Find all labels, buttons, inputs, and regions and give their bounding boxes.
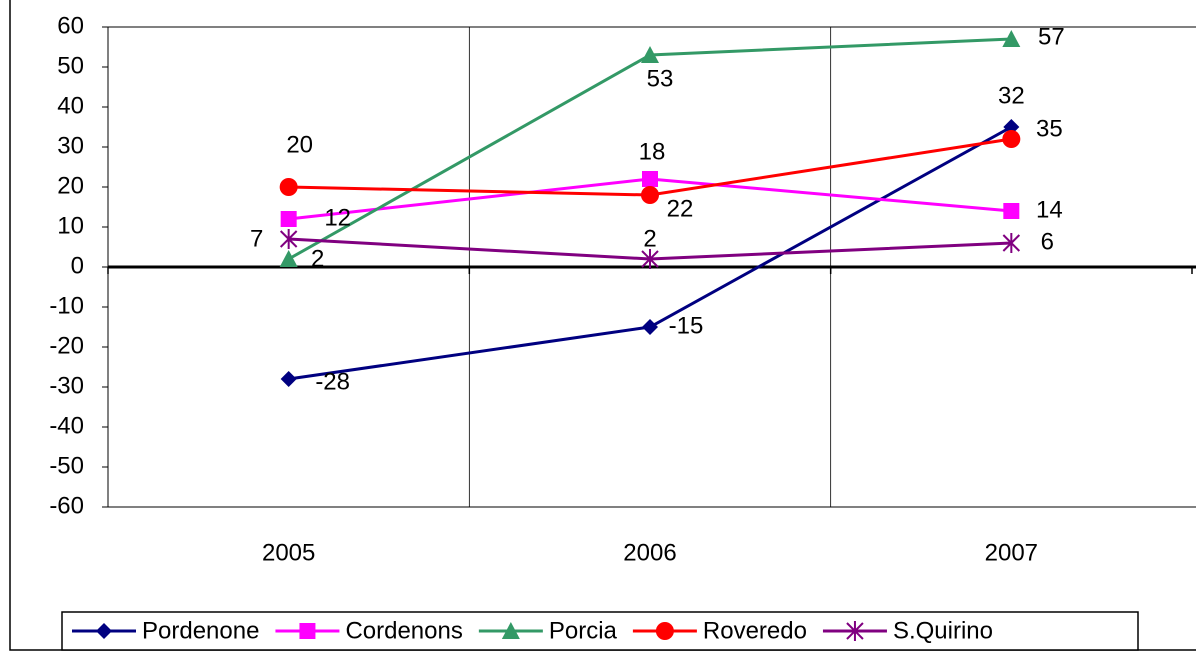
- marker: [642, 319, 658, 335]
- y-tick-label: 0: [71, 252, 84, 279]
- marker: [641, 46, 659, 63]
- y-tick-label: 60: [57, 12, 84, 39]
- y-tick-label: -30: [49, 372, 84, 399]
- y-tick-label: -40: [49, 412, 84, 439]
- data-label: 7: [250, 225, 263, 252]
- data-label: -15: [669, 312, 704, 339]
- marker: [279, 178, 298, 196]
- marker: [1002, 233, 1021, 253]
- data-label: 35: [1036, 115, 1063, 142]
- y-tick-label: -20: [49, 332, 84, 359]
- x-tick-label: 2005: [262, 539, 315, 566]
- y-tick-label: 50: [57, 52, 84, 79]
- legend-item: Roveredo: [632, 617, 807, 644]
- marker: [279, 229, 298, 249]
- data-label: 2: [643, 225, 656, 252]
- marker: [1002, 30, 1021, 47]
- marker: [642, 171, 658, 187]
- data-label: 57: [1038, 23, 1065, 50]
- legend-label: Roveredo: [703, 617, 807, 644]
- marker: [641, 186, 659, 204]
- x-tick-label: 2006: [623, 539, 676, 566]
- data-label: 12: [324, 204, 351, 231]
- legend-item: Cordenons: [275, 617, 463, 644]
- x-tick-label: 2007: [985, 539, 1038, 566]
- legend-label: Cordenons: [345, 617, 462, 644]
- legend-item: S.Quirino: [822, 617, 993, 644]
- data-label: -28: [315, 368, 350, 395]
- marker: [96, 623, 112, 639]
- marker: [1003, 203, 1020, 219]
- marker: [501, 622, 520, 639]
- y-tick-label: 20: [57, 172, 84, 199]
- marker: [279, 250, 298, 267]
- data-label: 2: [311, 245, 324, 272]
- y-tick-label: 40: [57, 92, 84, 119]
- legend-label: Pordenone: [142, 617, 259, 644]
- marker: [846, 621, 864, 641]
- y-tick-label: -50: [49, 452, 84, 479]
- data-label: 14: [1036, 196, 1063, 223]
- data-label: 53: [647, 65, 674, 92]
- data-label: 32: [998, 82, 1025, 109]
- data-label: 6: [1041, 228, 1054, 255]
- data-label: 22: [667, 195, 694, 222]
- marker: [280, 211, 297, 227]
- marker: [299, 623, 316, 639]
- marker: [641, 249, 659, 269]
- legend-item: Pordenone: [72, 617, 259, 644]
- marker: [655, 622, 674, 640]
- y-tick-label: 30: [57, 132, 84, 159]
- marker: [280, 371, 297, 387]
- y-tick-label: -60: [49, 492, 84, 519]
- legend-item: Porcia: [478, 617, 618, 644]
- y-tick-label: 10: [57, 212, 84, 239]
- data-label: 20: [286, 131, 313, 158]
- data-label: 18: [639, 138, 666, 165]
- legend-label: Porcia: [549, 617, 618, 644]
- y-tick-label: -10: [49, 292, 84, 319]
- legend-label: S.Quirino: [893, 617, 993, 644]
- marker: [1002, 130, 1021, 148]
- legend-box: [61, 611, 1139, 651]
